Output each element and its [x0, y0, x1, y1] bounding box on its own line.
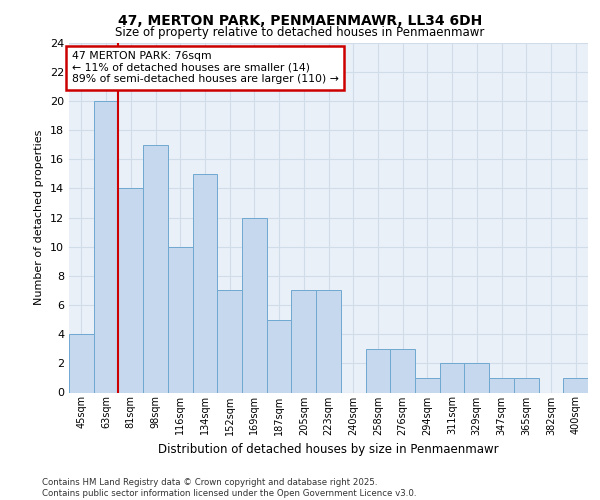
Bar: [193, 174, 217, 392]
Bar: [365, 349, 390, 393]
Bar: [489, 378, 514, 392]
Bar: [69, 334, 94, 392]
Text: Contains HM Land Registry data © Crown copyright and database right 2025.
Contai: Contains HM Land Registry data © Crown c…: [42, 478, 416, 498]
Bar: [514, 378, 539, 392]
Bar: [292, 290, 316, 392]
Bar: [563, 378, 588, 392]
Bar: [415, 378, 440, 392]
X-axis label: Distribution of detached houses by size in Penmaenmawr: Distribution of detached houses by size …: [158, 443, 499, 456]
Bar: [242, 218, 267, 392]
Text: 47, MERTON PARK, PENMAENMAWR, LL34 6DH: 47, MERTON PARK, PENMAENMAWR, LL34 6DH: [118, 14, 482, 28]
Bar: [440, 364, 464, 392]
Bar: [316, 290, 341, 392]
Y-axis label: Number of detached properties: Number of detached properties: [34, 130, 44, 305]
Bar: [143, 144, 168, 392]
Bar: [168, 246, 193, 392]
Text: 47 MERTON PARK: 76sqm
← 11% of detached houses are smaller (14)
89% of semi-deta: 47 MERTON PARK: 76sqm ← 11% of detached …: [71, 52, 338, 84]
Bar: [118, 188, 143, 392]
Text: Size of property relative to detached houses in Penmaenmawr: Size of property relative to detached ho…: [115, 26, 485, 39]
Bar: [390, 349, 415, 393]
Bar: [267, 320, 292, 392]
Bar: [217, 290, 242, 392]
Bar: [464, 364, 489, 392]
Bar: [94, 101, 118, 392]
